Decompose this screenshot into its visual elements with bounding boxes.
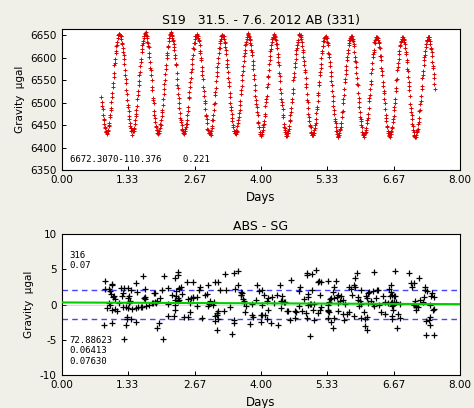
Y-axis label: Gravity  μgal: Gravity μgal	[15, 66, 25, 133]
Text: 6672.3070-110.376    0.221: 6672.3070-110.376 0.221	[70, 155, 210, 164]
X-axis label: Days: Days	[246, 191, 275, 204]
Text: 316
0.07: 316 0.07	[70, 251, 91, 270]
Y-axis label: Gravity  μgal: Gravity μgal	[24, 271, 34, 338]
X-axis label: Days: Days	[246, 396, 275, 408]
Title: S19   31.5. - 7.6. 2012 AB (331): S19 31.5. - 7.6. 2012 AB (331)	[162, 14, 360, 27]
Text: 72.88623
0.06413
0.07630: 72.88623 0.06413 0.07630	[70, 336, 113, 366]
Title: ABS - SG: ABS - SG	[233, 220, 288, 233]
